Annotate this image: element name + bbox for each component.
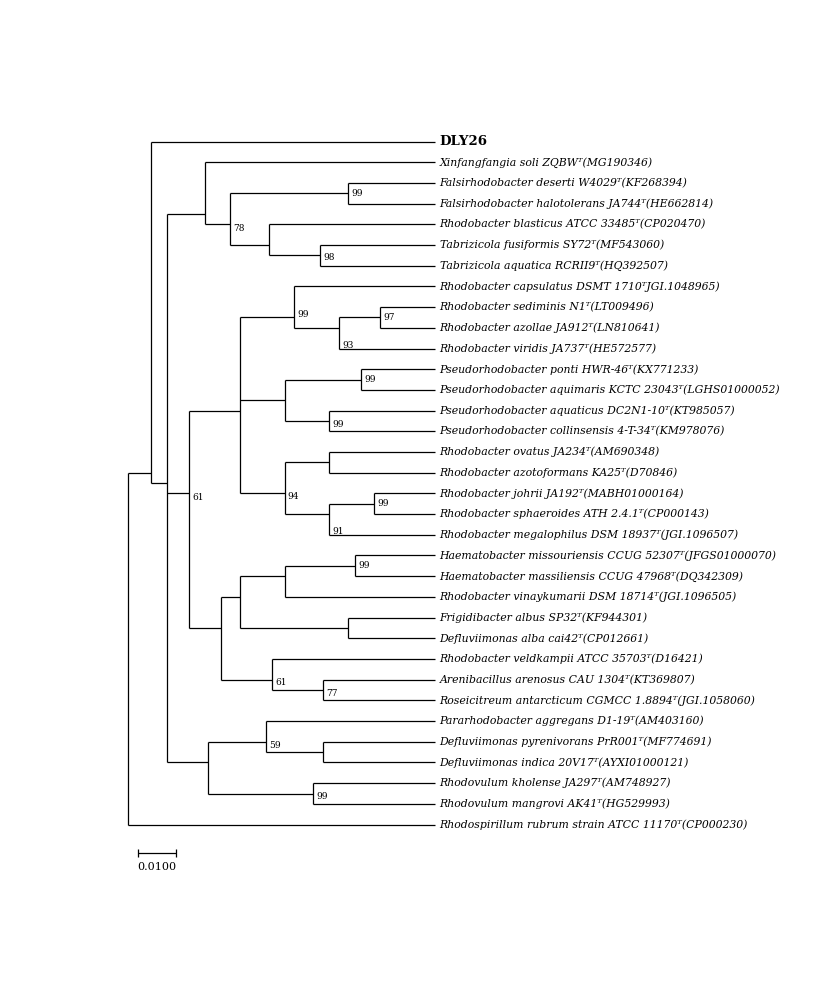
Text: 99: 99 [365, 375, 376, 384]
Text: Rhodovulum mangrovi AK41ᵀ(HG529993): Rhodovulum mangrovi AK41ᵀ(HG529993) [439, 799, 671, 809]
Text: 99: 99 [351, 189, 363, 198]
Text: Rhodobacter johrii JA192ᵀ(MABH01000164): Rhodobacter johrii JA192ᵀ(MABH01000164) [439, 488, 684, 499]
Text: Rhodobacter azollae JA912ᵀ(LN810641): Rhodobacter azollae JA912ᵀ(LN810641) [439, 323, 660, 333]
Text: Tabrizicola fusiformis SY72ᵀ(MF543060): Tabrizicola fusiformis SY72ᵀ(MF543060) [439, 240, 664, 250]
Text: Pseudorhodobacter collinsensis 4-T-34ᵀ(KM978076): Pseudorhodobacter collinsensis 4-T-34ᵀ(K… [439, 426, 725, 436]
Text: Rhodospirillum rubrum strain ATCC 11170ᵀ(CP000230): Rhodospirillum rubrum strain ATCC 11170ᵀ… [439, 819, 748, 830]
Text: DLY26: DLY26 [439, 135, 488, 148]
Text: Falsirhodobacter halotolerans JA744ᵀ(HE662814): Falsirhodobacter halotolerans JA744ᵀ(HE6… [439, 198, 714, 209]
Text: 93: 93 [342, 341, 353, 350]
Text: Rhodobacter viridis JA737ᵀ(HE572577): Rhodobacter viridis JA737ᵀ(HE572577) [439, 343, 657, 354]
Text: Haematobacter massiliensis CCUG 47968ᵀ(DQ342309): Haematobacter massiliensis CCUG 47968ᵀ(D… [439, 571, 744, 582]
Text: Rhodobacter ovatus JA234ᵀ(AM690348): Rhodobacter ovatus JA234ᵀ(AM690348) [439, 447, 660, 457]
Text: 99: 99 [332, 420, 344, 429]
Text: Rhodobacter veldkampii ATCC 35703ᵀ(D16421): Rhodobacter veldkampii ATCC 35703ᵀ(D1642… [439, 654, 704, 664]
Text: Defluviimonas pyrenivorans PrR001ᵀ(MF774691): Defluviimonas pyrenivorans PrR001ᵀ(MF774… [439, 736, 712, 747]
Text: Arenibacillus arenosus CAU 1304ᵀ(KT369807): Arenibacillus arenosus CAU 1304ᵀ(KT36980… [439, 675, 695, 685]
Text: Falsirhodobacter deserti W4029ᵀ(KF268394): Falsirhodobacter deserti W4029ᵀ(KF268394… [439, 178, 687, 188]
Text: Rhodobacter blasticus ATCC 33485ᵀ(CP020470): Rhodobacter blasticus ATCC 33485ᵀ(CP0204… [439, 219, 706, 230]
Text: Pseudorhodobacter aquimaris KCTC 23043ᵀ(LGHS01000052): Pseudorhodobacter aquimaris KCTC 23043ᵀ(… [439, 385, 780, 395]
Text: 78: 78 [234, 224, 245, 233]
Text: Frigidibacter albus SP32ᵀ(KF944301): Frigidibacter albus SP32ᵀ(KF944301) [439, 612, 648, 623]
Text: Rhodobacter capsulatus DSMT 1710ᵀJGI.1048965): Rhodobacter capsulatus DSMT 1710ᵀJGI.104… [439, 281, 720, 292]
Text: Rhodobacter megalophilus DSM 18937ᵀ(JGI.1096507): Rhodobacter megalophilus DSM 18937ᵀ(JGI.… [439, 530, 739, 540]
Text: Roseicitreum antarcticum CGMCC 1.8894ᵀ(JGI.1058060): Roseicitreum antarcticum CGMCC 1.8894ᵀ(J… [439, 695, 756, 706]
Text: 99: 99 [317, 792, 328, 801]
Text: Rhodobacter azotoformans KA25ᵀ(D70846): Rhodobacter azotoformans KA25ᵀ(D70846) [439, 467, 678, 478]
Text: Rhodobacter sediminis N1ᵀ(LT009496): Rhodobacter sediminis N1ᵀ(LT009496) [439, 302, 654, 312]
Text: 99: 99 [358, 561, 370, 570]
Text: 99: 99 [297, 310, 309, 319]
Text: 97: 97 [384, 313, 395, 322]
Text: Haematobacter missouriensis CCUG 52307ᵀ(JFGS01000070): Haematobacter missouriensis CCUG 52307ᵀ(… [439, 550, 777, 561]
Text: Pararhodobacter aggregans D1-19ᵀ(AM403160): Pararhodobacter aggregans D1-19ᵀ(AM40316… [439, 716, 704, 726]
Text: 98: 98 [323, 253, 334, 262]
Text: 0.0100: 0.0100 [137, 862, 177, 872]
Text: Rhodovulum kholense JA297ᵀ(AM748927): Rhodovulum kholense JA297ᵀ(AM748927) [439, 778, 671, 788]
Text: Pseudorhodobacter aquaticus DC2N1-10ᵀ(KT985057): Pseudorhodobacter aquaticus DC2N1-10ᵀ(KT… [439, 405, 735, 416]
Text: Tabrizicola aquatica RCRII9ᵀ(HQ392507): Tabrizicola aquatica RCRII9ᵀ(HQ392507) [439, 260, 667, 271]
Text: 94: 94 [288, 492, 300, 501]
Text: Rhodobacter sphaeroides ATH 2.4.1ᵀ(CP000143): Rhodobacter sphaeroides ATH 2.4.1ᵀ(CP000… [439, 509, 709, 519]
Text: 99: 99 [377, 499, 388, 508]
Text: 77: 77 [326, 689, 337, 698]
Text: 91: 91 [332, 527, 344, 536]
Text: 61: 61 [192, 493, 203, 502]
Text: 59: 59 [268, 741, 281, 750]
Text: Defluviimonas indica 20V17ᵀ(AYXI01000121): Defluviimonas indica 20V17ᵀ(AYXI01000121… [439, 757, 689, 768]
Text: 61: 61 [275, 678, 286, 687]
Text: Xinfangfangia soli ZQBWᵀ(MG190346): Xinfangfangia soli ZQBWᵀ(MG190346) [439, 157, 653, 168]
Text: Pseudorhodobacter ponti HWR-46ᵀ(KX771233): Pseudorhodobacter ponti HWR-46ᵀ(KX771233… [439, 364, 699, 375]
Text: Rhodobacter vinaykumarii DSM 18714ᵀ(JGI.1096505): Rhodobacter vinaykumarii DSM 18714ᵀ(JGI.… [439, 592, 737, 602]
Text: Defluviimonas alba cai42ᵀ(CP012661): Defluviimonas alba cai42ᵀ(CP012661) [439, 633, 649, 644]
